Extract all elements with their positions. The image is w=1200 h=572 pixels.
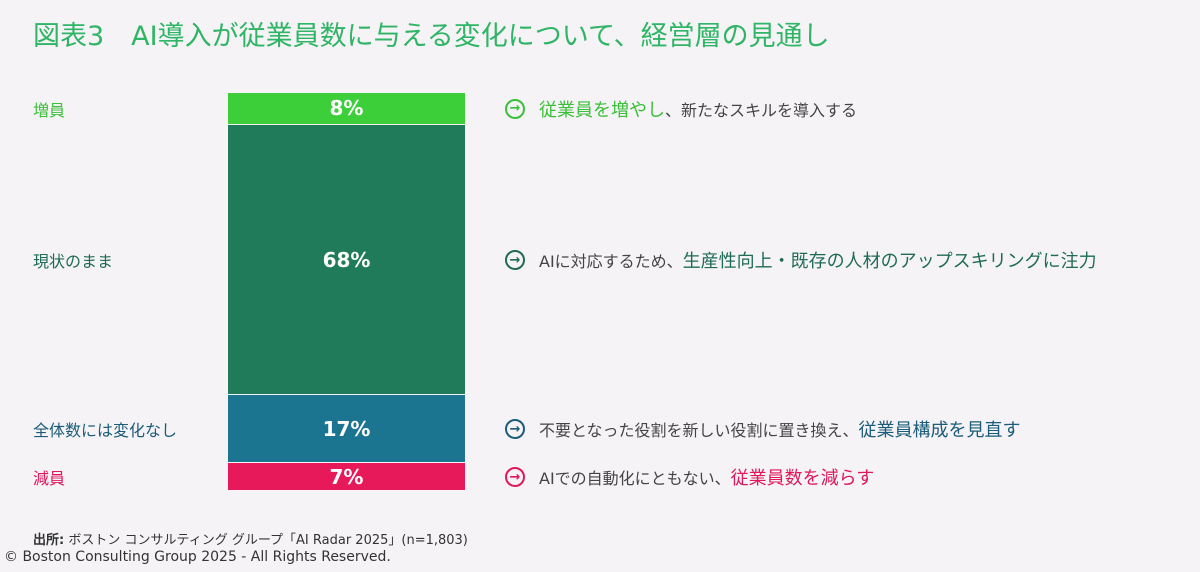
- stacked-bar: 8% 68% 17% 7%: [228, 93, 465, 491]
- source-text: ボストン コンサルティング グループ「AI Radar 2025」(n=1,80…: [64, 533, 468, 548]
- source-label: 出所:: [33, 533, 65, 548]
- arrow-right-circle-icon: →: [505, 467, 525, 488]
- note-item: → 不要となった役割を新しい役割に置き換え、 従業員構成を見直す: [505, 416, 1021, 442]
- category-label: 現状のまま: [33, 252, 114, 272]
- data-label: 17%: [322, 416, 371, 441]
- arrow-right-circle-icon: →: [505, 250, 525, 271]
- chart-title: 図表3 AI導入が従業員数に与える変化について、経営層の見通し: [33, 21, 830, 52]
- copyright: © Boston Consulting Group 2025 - All Rig…: [4, 549, 391, 565]
- note-hl: 生産性向上・既存の人材のアップスキリングに注力: [682, 251, 1097, 273]
- category-label: 全体数には変化なし: [33, 421, 178, 441]
- bar-segment: 17%: [228, 395, 465, 464]
- note-hl: 従業員数を減らす: [730, 468, 875, 490]
- note-hl: 従業員を増やし: [539, 99, 665, 121]
- bar-segment: 7%: [228, 463, 465, 491]
- note-hl: 従業員構成を見直す: [858, 420, 1021, 442]
- bar-segment: 8%: [228, 93, 465, 125]
- note-pre: AIに対応するため、: [539, 252, 683, 272]
- category-label: 増員: [33, 100, 66, 120]
- data-label: 68%: [322, 247, 371, 272]
- data-label: 7%: [329, 464, 364, 489]
- note-item: → AIでの自動化にともない、 従業員数を減らす: [505, 464, 874, 490]
- note-post: 、新たなスキルを導入する: [665, 100, 858, 120]
- category-label: 減員: [33, 469, 66, 489]
- note-item: → AIに対応するため、 生産性向上・既存の人材のアップスキリングに注力: [505, 247, 1097, 273]
- source-note: 出所: ボストン コンサルティング グループ「AI Radar 2025」(n=…: [33, 529, 468, 548]
- data-label: 8%: [329, 96, 364, 121]
- note-pre: 不要となった役割を新しい役割に置き換え、: [539, 421, 859, 441]
- arrow-right-circle-icon: →: [505, 419, 525, 440]
- bar-segment: 68%: [228, 124, 465, 396]
- note-item: → 従業員を増やし 、新たなスキルを導入する: [505, 96, 857, 122]
- arrow-right-circle-icon: →: [505, 98, 525, 119]
- note-pre: AIでの自動化にともない、: [539, 469, 731, 489]
